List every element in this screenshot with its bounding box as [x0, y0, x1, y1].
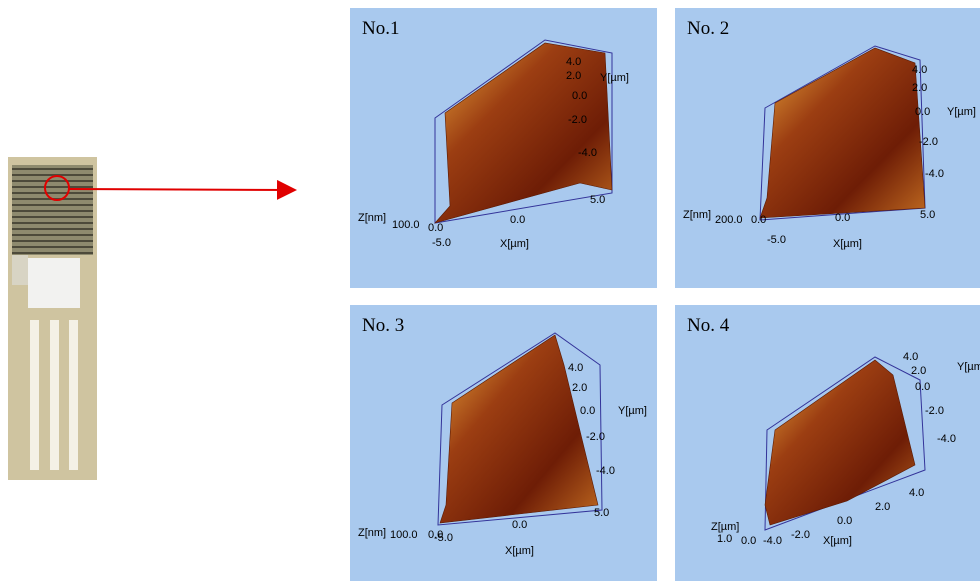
- x-tick-label: 0.0: [835, 212, 850, 224]
- z-tick-label: 100.0: [392, 219, 420, 231]
- x-axis-label: X[µm]: [833, 238, 862, 250]
- y-tick-label: -2.0: [925, 405, 944, 417]
- z-tick-label: 200.0: [715, 214, 743, 226]
- y-tick-label: 0.0: [915, 381, 930, 393]
- x-tick-label: 5.0: [594, 507, 609, 519]
- x-tick-label: -5.0: [432, 237, 451, 249]
- y-axis-label: Y[µm]: [957, 361, 980, 373]
- y-tick-label: -4.0: [596, 465, 615, 477]
- x-tick-label: 5.0: [920, 209, 935, 221]
- y-tick-label: 2.0: [566, 70, 581, 82]
- afm-panel: No.1 4.0 2.0 0.0 -2.0 -4.0 Y[µm] -5.0 0.0 5.0 X[µm…: [350, 8, 657, 288]
- z-axis-label: Z[nm]: [358, 527, 386, 539]
- x-tick-label: 5.0: [590, 194, 605, 206]
- panel-title: No.1: [362, 18, 399, 39]
- sensor-photo: [8, 157, 293, 480]
- z-tick-label: 1.0: [717, 533, 732, 545]
- y-tick-label: 4.0: [903, 351, 918, 363]
- y-axis-label: Y[µm]: [618, 405, 647, 417]
- z-axis-label: Z[nm]: [358, 212, 386, 224]
- y-tick-label: 2.0: [912, 82, 927, 94]
- z-axis-label: Z[nm]: [683, 209, 711, 221]
- y-tick-label: -4.0: [925, 168, 944, 180]
- y-tick-label: 4.0: [568, 362, 583, 374]
- y-tick-label: 2.0: [572, 382, 587, 394]
- x-axis-label: X[µm]: [505, 545, 534, 557]
- x-tick-label: -2.0: [791, 529, 810, 541]
- y-tick-label: -2.0: [919, 136, 938, 148]
- x-tick-label: 0.0: [510, 214, 525, 226]
- y-tick-label: 4.0: [566, 56, 581, 68]
- y-axis-label: Y[µm]: [947, 106, 976, 118]
- y-axis-label: Y[µm]: [600, 72, 629, 84]
- x-axis-label: X[µm]: [500, 238, 529, 250]
- y-tick-label: -2.0: [568, 114, 587, 126]
- z-axis-label: Z[µm]: [711, 521, 739, 533]
- y-tick-label: -4.0: [578, 147, 597, 159]
- y-tick-label: -2.0: [586, 431, 605, 443]
- panel-title: No. 4: [687, 315, 730, 336]
- x-tick-label: 2.0: [875, 501, 890, 513]
- panel-title: No. 2: [687, 18, 729, 39]
- z-tick-label: 0.0: [751, 214, 766, 226]
- x-tick-label: 4.0: [909, 487, 924, 499]
- x-tick-label: -4.0: [763, 535, 782, 547]
- x-axis-label: X[µm]: [823, 535, 852, 547]
- x-tick-label: 0.0: [512, 519, 527, 531]
- x-tick-label: -5.0: [767, 234, 786, 246]
- panel-title: No. 3: [362, 315, 404, 336]
- afm-panel: No. 34.02.00.0-2.0-4.0Y[µm]-5.00.05.0X[µ…: [350, 305, 657, 581]
- y-tick-label: 0.0: [580, 405, 595, 417]
- y-tick-label: 0.0: [915, 106, 930, 118]
- figure: No.14.02.00.0-2.0-4.0Y[µm]-5.00.05.0X[µm…: [0, 0, 980, 581]
- page: No.14.02.00.0-2.0-4.0Y[µm]-5.00.05.0X[µm…: [0, 0, 980, 581]
- afm-panel: No. 4 4.0 2.0 0.0 -2.0 -4.0 Y[µm] -4.0 -2.0 0.0 2.…: [675, 305, 980, 581]
- y-tick-label: 0.0: [572, 90, 587, 102]
- z-tick-label: 0.0: [428, 529, 443, 541]
- x-tick-label: 0.0: [837, 515, 852, 527]
- y-tick-label: -4.0: [937, 433, 956, 445]
- z-tick-label: 0.0: [741, 535, 756, 547]
- y-tick-label: 2.0: [911, 365, 926, 377]
- y-tick-label: 4.0: [912, 64, 927, 76]
- z-tick-label: 0.0: [428, 222, 443, 234]
- z-tick-label: 100.0: [390, 529, 418, 541]
